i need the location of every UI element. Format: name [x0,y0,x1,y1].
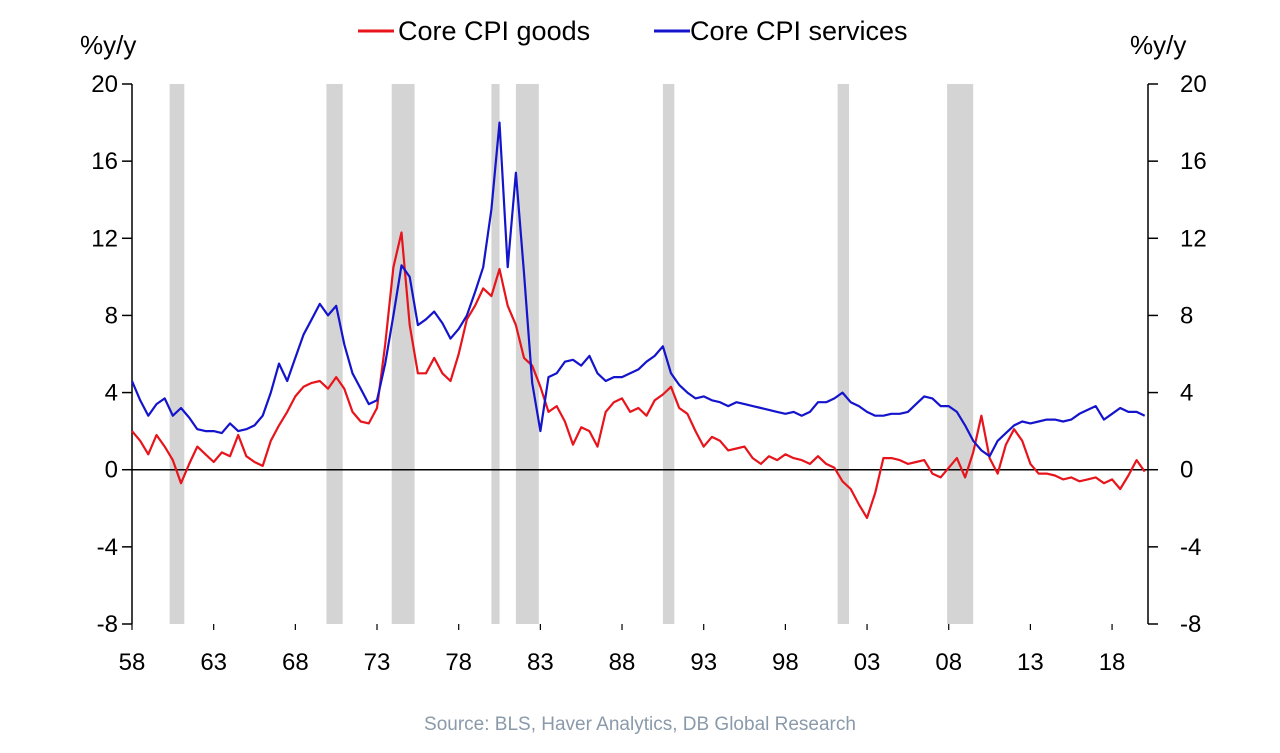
y-tick-label-left: -8 [97,611,118,638]
y-tick-label-left: 0 [105,457,118,484]
x-tick-label: 88 [609,649,636,676]
x-tick-label: 78 [445,649,472,676]
y-tick-label-right: -8 [1180,611,1201,638]
left-y-unit: %y/y [80,30,136,60]
x-tick-label: 13 [1017,649,1044,676]
recession-band [169,84,185,624]
x-tick-label: 03 [854,649,881,676]
recession-band [515,84,539,624]
y-tick-label-right: 4 [1180,380,1193,407]
x-tick-label: 63 [200,649,227,676]
y-tick-label-left: 4 [105,380,118,407]
x-ticks: 58 63 68 73 78 83 88 93 98 03 08 13 18 [119,624,1126,676]
y-tick-label-right: 8 [1180,302,1193,329]
y-tick-label-right: 20 [1180,71,1207,98]
y-tick-label-left: 12 [91,225,118,252]
y-tick-label-left: 16 [91,148,118,175]
recession-band [662,84,675,624]
y-tick-label-right: -4 [1180,534,1201,561]
legend-label-goods: Core CPI goods [398,16,590,46]
x-tick-label: 73 [364,649,391,676]
y-tick-label-left: 8 [105,302,118,329]
recession-band [491,84,500,624]
y-tick-label-right: 16 [1180,148,1207,175]
legend: Core CPI goods Core CPI services [358,16,908,46]
recession-band [947,84,974,624]
series-lines [130,121,1146,520]
x-tick-label: 98 [772,649,799,676]
y-ticks: 20 20 16 16 12 12 8 8 4 4 0 0 -4 -4 -8 -8 [91,71,1206,638]
legend-label-services: Core CPI services [690,16,908,46]
series-line-core-cpi-goods [131,231,1146,520]
x-tick-label: 08 [935,649,962,676]
source-note: Source: BLS, Haver Analytics, DB Global … [424,714,856,735]
series-line-core-cpi-services [130,121,1146,458]
x-tick-label: 93 [690,649,717,676]
recession-bands [169,84,974,624]
x-tick-label: 58 [119,649,146,676]
recession-band [837,84,849,624]
y-tick-label-right: 12 [1180,225,1207,252]
right-y-unit: %y/y [1130,30,1186,60]
axes [131,84,1149,624]
recession-band [391,84,415,624]
x-tick-label: 68 [282,649,309,676]
y-tick-label-left: -4 [97,534,118,561]
y-tick-label-left: 20 [91,71,118,98]
x-tick-label: 83 [527,649,554,676]
x-tick-label: 18 [1099,649,1126,676]
recession-band [326,84,343,624]
y-tick-label-right: 0 [1180,457,1193,484]
